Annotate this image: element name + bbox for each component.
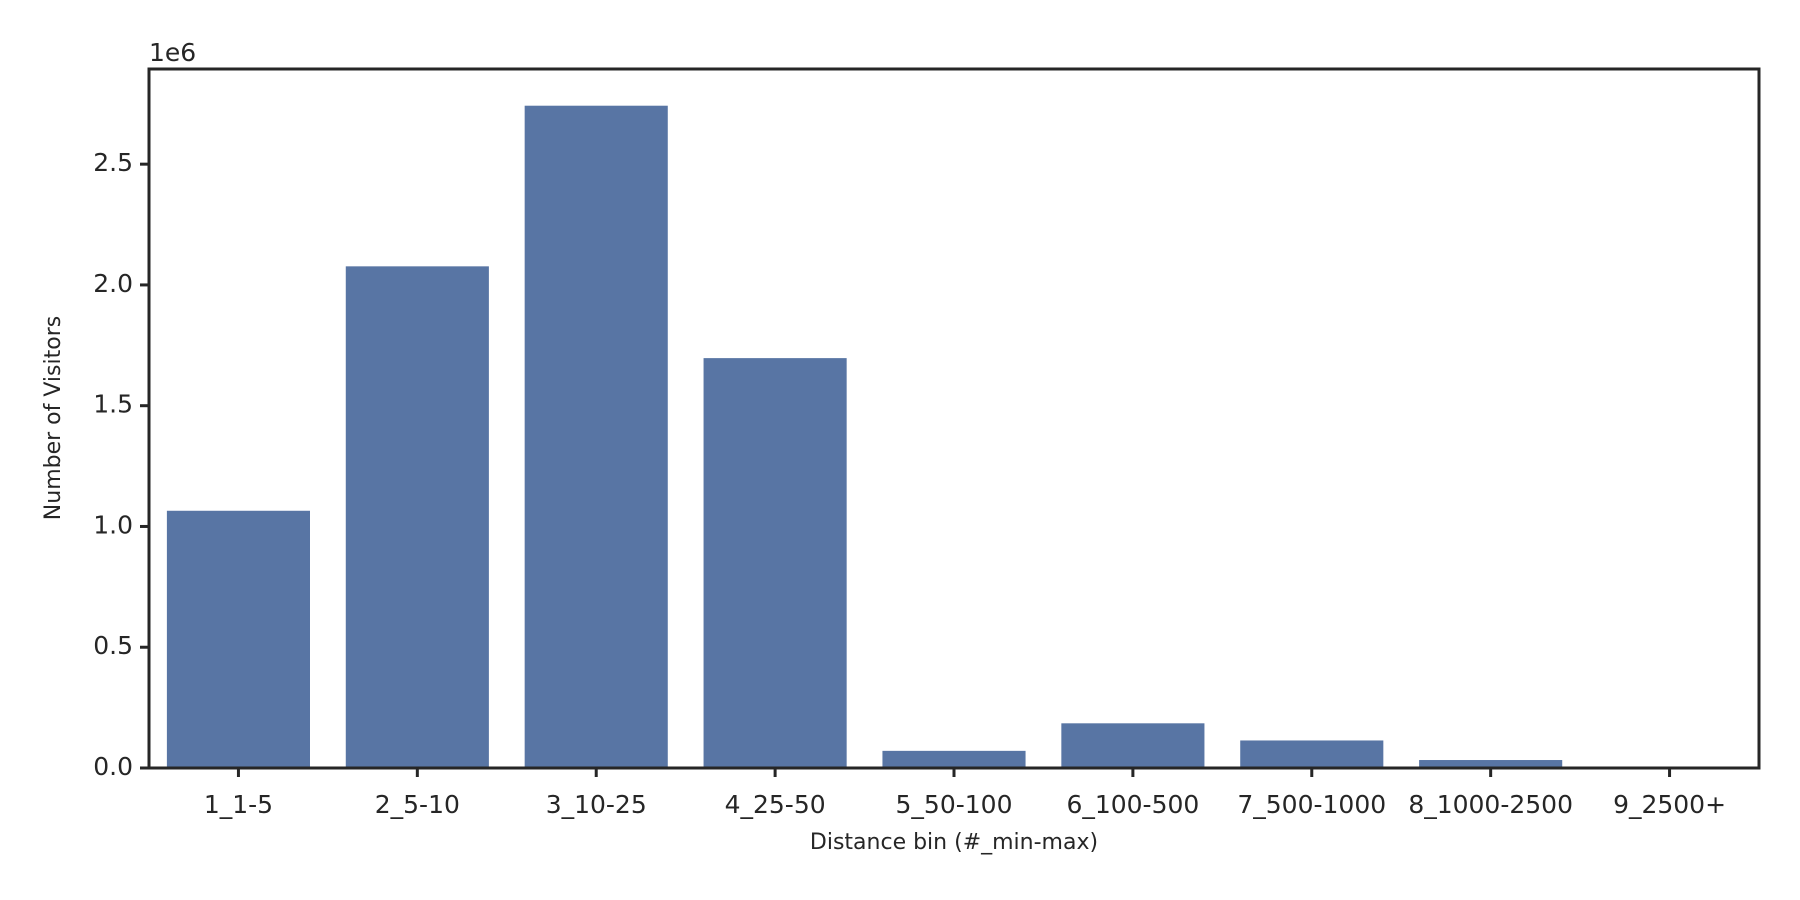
y-tick-label: 0.0 xyxy=(93,752,133,781)
x-tick-label: 1_1-5 xyxy=(204,790,273,819)
y-tick-label: 2.5 xyxy=(93,148,133,177)
bar xyxy=(524,105,668,769)
x-tick-label: 6_100-500 xyxy=(1066,790,1199,819)
x-tick-label: 9_2500+ xyxy=(1613,790,1726,819)
bar xyxy=(345,266,489,768)
x-tick-label: 4_25-50 xyxy=(725,790,826,819)
plot-frame xyxy=(147,67,1761,770)
y-axis-label: Number of Visitors xyxy=(41,316,66,520)
bar xyxy=(882,750,1026,768)
bar xyxy=(703,358,847,768)
y-offset-label: 1e6 xyxy=(149,38,196,67)
bar xyxy=(1061,723,1205,768)
y-tick-label: 1.0 xyxy=(93,510,133,539)
y-tick-label: 1.5 xyxy=(93,390,133,419)
x-tick-label: 2_5-10 xyxy=(375,790,460,819)
bar xyxy=(1419,760,1563,768)
x-tick-label: 3_10-25 xyxy=(546,790,647,819)
x-tick-label: 5_50-100 xyxy=(896,790,1013,819)
x-axis-label: Distance bin (#_min-max) xyxy=(810,830,1098,855)
x-tick-label: 7_500-1000 xyxy=(1237,790,1386,819)
bar xyxy=(1240,740,1384,768)
y-tick-label: 2.0 xyxy=(93,269,133,298)
x-tick-label: 8_1000-2500 xyxy=(1408,790,1573,819)
y-tick-label: 0.5 xyxy=(93,631,133,660)
bar xyxy=(166,510,310,768)
